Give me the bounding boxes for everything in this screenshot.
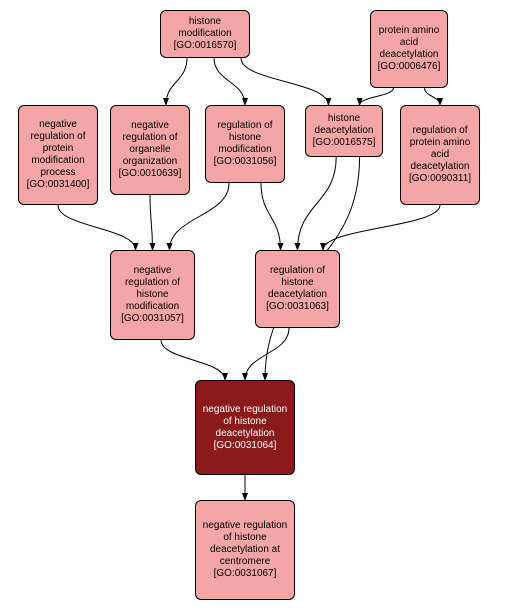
node-neg_prot_mod[interactable]: negative regulation of protein modificat… — [18, 105, 98, 205]
node-label: histone deacetylation [GO:0016575] — [310, 113, 378, 149]
edge-hist_mod-neg_organelle — [166, 58, 187, 105]
node-neg_hist_deac[interactable]: negative regulation of histone deacetyla… — [195, 380, 295, 475]
edge-hist_mod-hist_deac — [241, 58, 328, 105]
node-label: negative regulation of histone deacetyla… — [200, 520, 290, 580]
edge-reg_hist_mod-reg_hist_deac — [261, 183, 281, 250]
node-label: negative regulation of protein modificat… — [23, 119, 93, 191]
node-reg_prot_deac[interactable]: regulation of protein amino acid deacety… — [400, 105, 480, 205]
edge-protein_deac-reg_prot_deac — [425, 88, 440, 105]
edge-hist_mod-reg_hist_mod — [214, 58, 245, 105]
edge-neg_prot_mod-neg_hist_mod — [58, 205, 136, 250]
node-neg_organelle[interactable]: negative regulation of organelle organiz… — [110, 105, 190, 195]
node-label: negative regulation of histone deacetyla… — [200, 404, 290, 452]
node-protein_deac[interactable]: protein amino acid deacetylation [GO:000… — [370, 10, 448, 88]
node-label: histone modification [GO:0016570] — [165, 16, 245, 52]
edge-protein_deac-hist_deac — [360, 88, 394, 105]
edge-reg_prot_deac-reg_hist_deac — [323, 205, 440, 250]
node-hist_deac[interactable]: histone deacetylation [GO:0016575] — [305, 105, 383, 157]
node-neg_centromere[interactable]: negative regulation of histone deacetyla… — [195, 500, 295, 600]
edge-hist_deac-reg_hist_deac — [298, 157, 337, 250]
node-label: protein amino acid deacetylation [GO:000… — [375, 25, 443, 73]
edge-reg_hist_deac-neg_hist_deac — [245, 328, 289, 380]
node-hist_mod[interactable]: histone modification [GO:0016570] — [160, 10, 250, 58]
node-reg_hist_mod[interactable]: regulation of histone modification [GO:0… — [205, 105, 285, 183]
node-label: regulation of histone modification [GO:0… — [210, 120, 280, 168]
edge-neg_hist_mod-neg_hist_deac — [161, 340, 225, 380]
node-neg_hist_mod[interactable]: negative regulation of histone modificat… — [110, 250, 195, 340]
node-label: negative regulation of histone modificat… — [115, 265, 190, 325]
node-label: regulation of protein amino acid deacety… — [405, 125, 475, 185]
edge-neg_organelle-neg_hist_mod — [150, 195, 153, 250]
node-label: negative regulation of organelle organiz… — [115, 120, 185, 180]
graph-canvas: histone modification [GO:0016570] protein… — [0, 0, 507, 612]
node-reg_hist_deac[interactable]: regulation of histone deacetylation [GO:… — [255, 250, 340, 328]
node-label: regulation of histone deacetylation [GO:… — [260, 265, 335, 313]
